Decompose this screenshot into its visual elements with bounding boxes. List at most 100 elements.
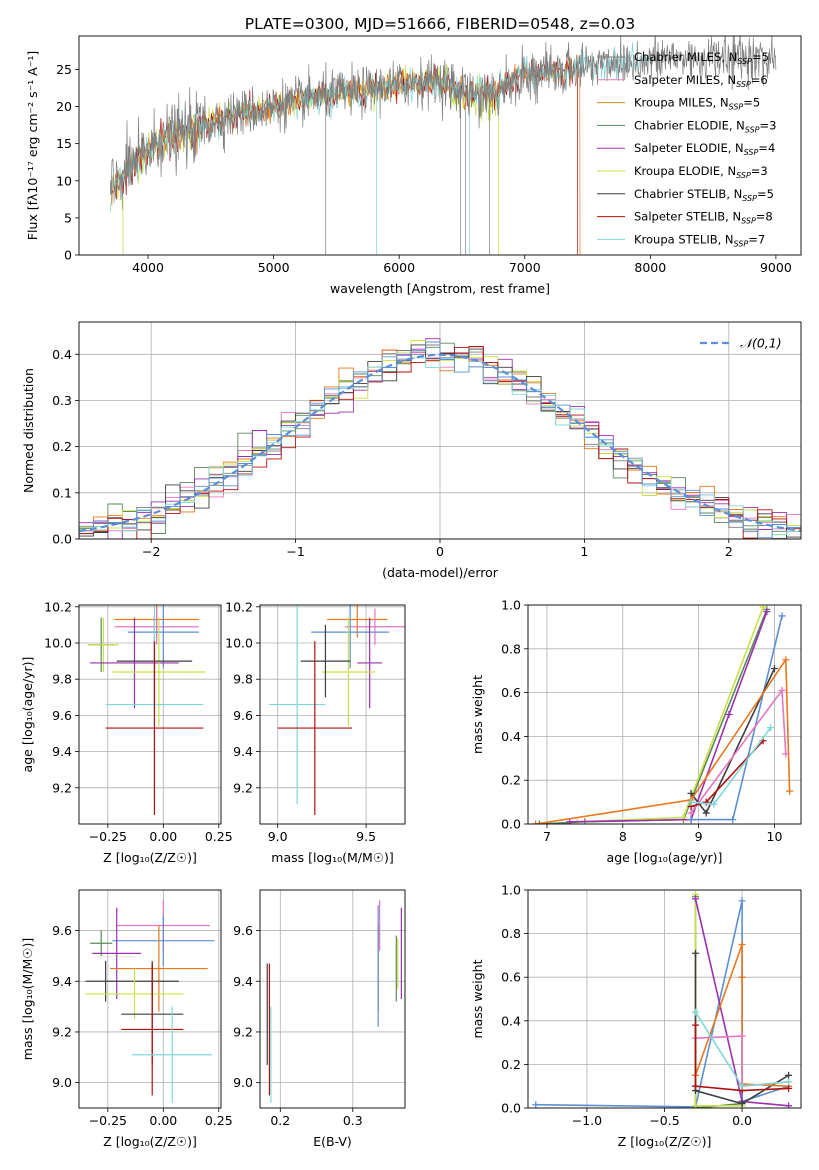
y-axis-label: Normed distribution — [21, 368, 36, 493]
y-tick-label: 9.2 — [233, 1024, 253, 1039]
weight-marker — [782, 656, 790, 664]
weight-marker — [785, 1084, 793, 1092]
x-tick-label: 9.0 — [268, 829, 288, 844]
x-tick-label: 8 — [619, 829, 627, 844]
weight-marker — [692, 1082, 700, 1090]
x-axis-label: mass [log₁₀(M/M☉)] — [271, 850, 393, 865]
errorbar-point — [112, 617, 206, 727]
x-tick-label: 1 — [580, 544, 588, 559]
y-tick-label: 0.0 — [501, 817, 521, 832]
y-tick-label: 9.8 — [233, 672, 253, 687]
plot-area — [79, 338, 801, 539]
axes-frame — [527, 889, 802, 1109]
legend-entry: Kroupa STELIB, NSSP=7 — [634, 232, 765, 248]
weight-marker — [687, 809, 695, 817]
x-tick-label: 0.00 — [149, 829, 177, 844]
y-tick-label: 9.0 — [233, 1075, 253, 1090]
axes-frame — [78, 321, 802, 540]
x-tick-label: 0.25 — [205, 1113, 233, 1128]
legend-entry: Chabrier STELIB, NSSP=5 — [634, 187, 774, 203]
y-tick-label: 9.6 — [52, 923, 72, 938]
x-tick-label: 0.2 — [270, 1113, 290, 1128]
errorbar-point — [300, 624, 351, 698]
axes-frame — [259, 889, 406, 1109]
weight-marker — [692, 1102, 700, 1108]
weight-marker — [770, 665, 778, 673]
y-tick-label: 0.4 — [501, 729, 521, 744]
y-tick-label: 9.2 — [233, 780, 253, 795]
weight-marker — [738, 1032, 746, 1040]
spectrum-series — [110, 36, 777, 255]
y-tick-label: 0.4 — [52, 347, 72, 362]
weight-series — [569, 611, 768, 823]
weight-marker — [532, 1101, 540, 1108]
weight-marker — [759, 605, 767, 611]
axes-frame — [78, 604, 222, 825]
x-tick-label: 0 — [436, 544, 444, 559]
x-tick-label: 5000 — [258, 260, 290, 275]
errorbar-point — [105, 641, 204, 815]
y-tick-label: 9.6 — [52, 708, 72, 723]
legend-entry: Kroupa ELODIE, NSSP=3 — [634, 164, 768, 180]
weight-series — [535, 900, 789, 1108]
panel-0: 4000 5000 6000 7000 8000 9000 0 5 10 15 20 25 wavele… — [25, 35, 802, 296]
panels: 4000 5000 6000 7000 8000 90000510152025wavele… — [20, 35, 802, 1149]
y-tick-label: 0.3 — [52, 393, 72, 408]
weight-series — [691, 615, 783, 821]
weight-marker — [782, 750, 790, 758]
errorbar-point — [92, 907, 142, 999]
x-tick-label: −1.0 — [572, 1113, 602, 1128]
weight-marker — [692, 949, 700, 957]
y-axis-label: Flux [fλ10⁻¹⁷ erg cm⁻² s⁻¹ A⁻¹] — [25, 51, 40, 240]
errorbar-point — [114, 608, 199, 645]
x-tick-label: 6000 — [383, 260, 415, 275]
weight-marker — [535, 820, 543, 824]
x-tick-label: 9 — [695, 829, 703, 844]
errorbar-point — [357, 617, 383, 709]
weight-marker — [763, 608, 771, 616]
weight-marker — [710, 800, 718, 808]
x-tick-label: 9.5 — [356, 829, 376, 844]
y-tick-label: 0.6 — [501, 685, 521, 700]
x-tick-label: 8000 — [634, 260, 666, 275]
weight-marker — [532, 820, 540, 824]
x-axis-label: E(B-V) — [313, 1134, 352, 1149]
figure-title: PLATE=0300, MJD=51666, FIBERID=0548, z=0… — [245, 15, 635, 33]
y-tick-label: 9.8 — [52, 672, 72, 687]
legend-entry: Chabrier ELODIE, NSSP=3 — [634, 118, 776, 134]
x-tick-label: −0.25 — [89, 829, 127, 844]
errorbar-point — [110, 925, 208, 1012]
gaussian-curve — [79, 353, 801, 532]
weight-series — [694, 1025, 789, 1092]
y-tick-label: 10.0 — [225, 636, 253, 651]
x-tick-label: −2 — [142, 544, 160, 559]
y-tick-label: 9.4 — [233, 974, 253, 989]
y-tick-label: 9.6 — [233, 708, 253, 723]
x-tick-label: −0.5 — [649, 1113, 679, 1128]
weight-marker — [738, 941, 746, 948]
weight-marker — [687, 798, 695, 806]
y-tick-label: 10 — [56, 173, 72, 188]
weight-marker — [785, 1071, 793, 1079]
y-axis-label: mass [log₁₀(M/M☉)] — [20, 938, 35, 1060]
x-tick-label: 0.25 — [205, 829, 233, 844]
y-tick-label: 9.4 — [52, 974, 72, 989]
y-tick-label: 9.4 — [52, 744, 72, 759]
errorbar-point — [112, 915, 215, 967]
legend-entry: 𝒩(0,1) — [740, 336, 782, 351]
axes-frame — [78, 35, 802, 256]
x-tick-label: −1 — [286, 544, 304, 559]
weight-marker — [738, 897, 746, 905]
y-tick-label: 0.6 — [501, 970, 521, 985]
x-axis-label: age [log₁₀(age/yr)] — [607, 850, 723, 865]
errorbar-point — [344, 608, 405, 645]
errorbar-point — [268, 605, 326, 805]
histogram-series — [79, 341, 801, 539]
plot-area — [110, 36, 777, 255]
legend-entry: Chabrier MILES, NSSP=5 — [634, 50, 769, 66]
axes-frame — [78, 889, 222, 1109]
plot-area — [87, 605, 206, 815]
legend-entry: Salpeter MILES, NSSP=6 — [634, 73, 768, 89]
errorbar-point — [327, 605, 388, 638]
